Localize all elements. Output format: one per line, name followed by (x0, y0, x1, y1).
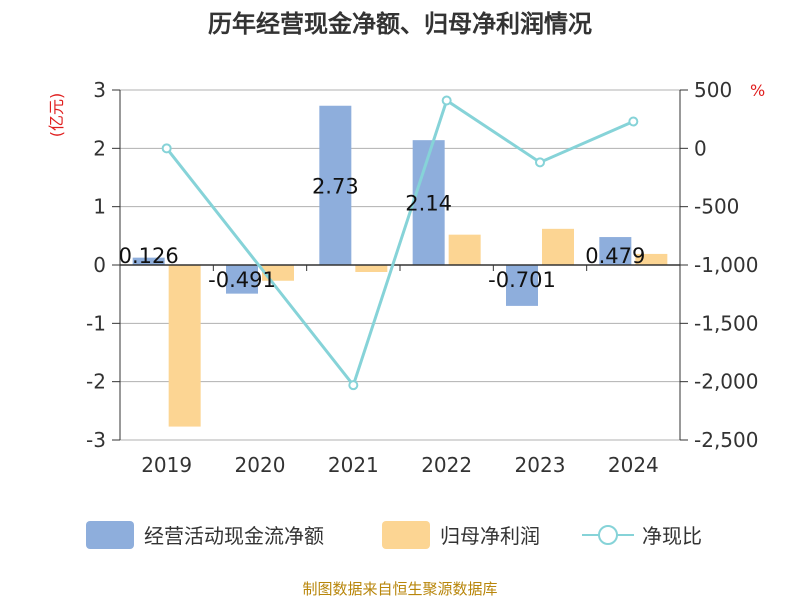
right-tick-label: -2,500 (694, 428, 758, 452)
right-tick-label: -2,000 (694, 370, 758, 394)
x-tick-label: 2019 (141, 453, 192, 477)
source-note: 制图数据来自恒生聚源数据库 (302, 580, 497, 598)
ratio-point (348, 380, 359, 391)
cash-flow-data-label: -0.491 (208, 268, 276, 292)
cash-flow-bar (226, 265, 258, 294)
x-tick-label: 2024 (608, 453, 659, 477)
legend-swatch-cash-flow (86, 521, 134, 549)
left-axis-unit: (亿元) (47, 93, 66, 138)
ratio-point (441, 95, 452, 106)
net-profit-bar (168, 265, 201, 427)
ratio-line (161, 95, 639, 391)
legend-label-net-profit: 归母净利润 (440, 524, 540, 548)
right-axis-unit: % (750, 81, 765, 100)
legend-marker-ratio (598, 525, 618, 545)
cash-flow-bar (319, 105, 352, 265)
ratio-point (161, 143, 172, 154)
legend-swatch-net-profit (382, 521, 430, 549)
left-tick-label: 1 (93, 195, 106, 219)
left-tick-label: 3 (93, 78, 106, 102)
x-tick-label: 2023 (515, 453, 566, 477)
net-profit-bar (635, 253, 668, 265)
ratio-point (628, 116, 639, 127)
left-tick-label: -3 (86, 428, 106, 452)
bars (132, 105, 668, 427)
net-profit-bar (355, 265, 388, 272)
right-tick-label: -1,500 (694, 311, 758, 335)
right-tick-label: 500 (694, 78, 732, 102)
cash-flow-bar (412, 140, 445, 265)
cash-flow-bar (132, 257, 165, 265)
axes: 3 2 1 0 -1 -2 -3 500 0 -500 -1,000 -1,500 -2,000 -2,5… (86, 78, 758, 477)
right-tick-label: -1,000 (694, 253, 758, 277)
ratio-point (535, 157, 545, 168)
right-tick-label: 0 (694, 136, 707, 160)
cash-flow-data-label: 2.73 (312, 174, 359, 198)
net-profit-bar (448, 234, 481, 265)
left-tick-label: -1 (86, 311, 106, 335)
data-labels: 0.126 -0.491 2.73 2.14 -0.701 0.479 (119, 174, 646, 292)
x-tick-label: 2022 (421, 453, 472, 477)
net-profit-bar (262, 265, 294, 281)
x-tick-label: 2020 (235, 453, 286, 477)
chart-title: 历年经营现金净额、归母净利润情况 (208, 10, 592, 38)
cash-flow-bar (506, 265, 538, 306)
legend-label-cash-flow: 经营活动现金流净额 (144, 524, 324, 548)
x-tick-label: 2021 (328, 453, 379, 477)
cash-flow-data-label: 0.126 (119, 244, 179, 268)
left-tick-label: 2 (93, 136, 106, 160)
left-tick-label: 0 (93, 253, 106, 277)
legend: 经营活动现金流净额 归母净利润 净现比 (86, 521, 702, 549)
right-tick-label: -500 (694, 195, 739, 219)
cash-flow-data-label: 0.479 (585, 244, 645, 268)
net-profit-bar (542, 228, 574, 265)
left-tick-label: -2 (86, 370, 106, 394)
cash-flow-bar (599, 237, 632, 265)
cash-flow-data-label: 2.14 (405, 192, 452, 216)
cash-flow-data-label: -0.701 (488, 268, 556, 292)
legend-label-ratio: 净现比 (642, 524, 702, 548)
